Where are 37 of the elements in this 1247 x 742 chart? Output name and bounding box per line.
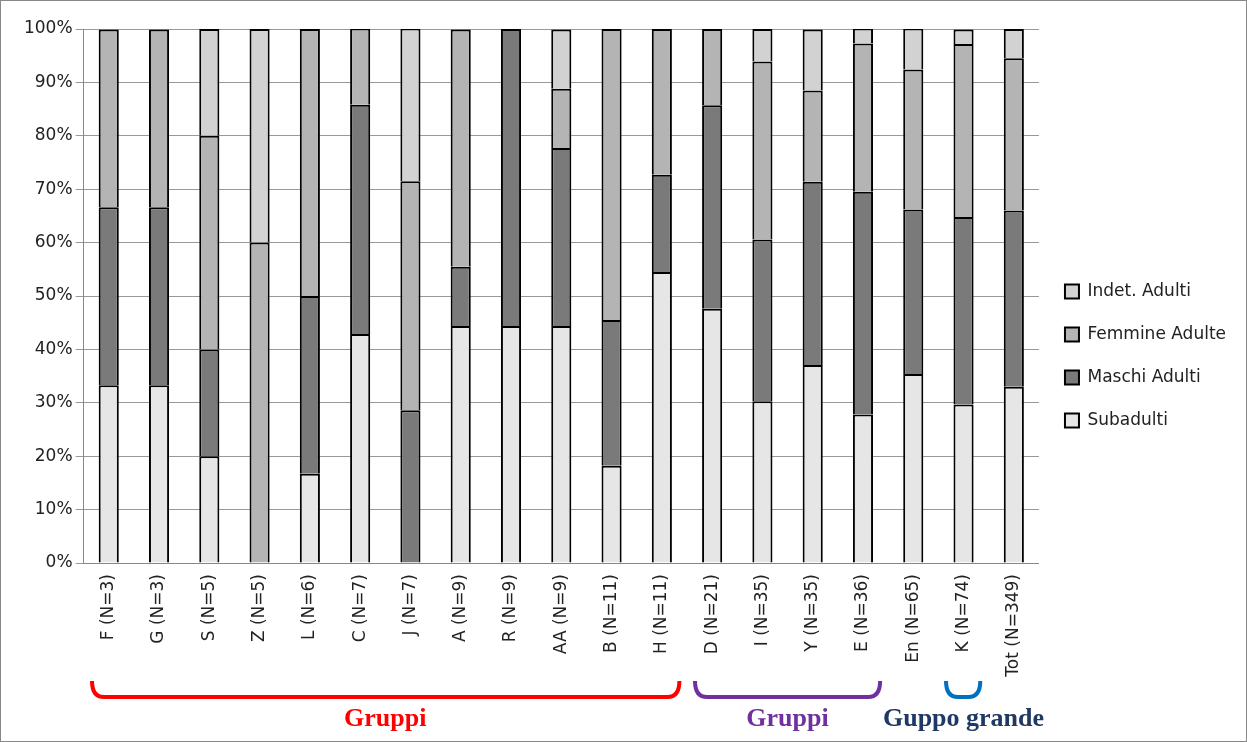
x-tick-label: Y (N=35): [801, 574, 822, 653]
x-tick-label: G (N=3): [147, 574, 168, 644]
x-tick-label: S (N=5): [197, 574, 218, 642]
legend-label: Subadulti: [1087, 408, 1168, 429]
x-tick-label: C (N=7): [348, 574, 369, 643]
x-tick-label: Tot (N=349): [1002, 574, 1023, 678]
y-tick-label: 20%: [34, 444, 73, 465]
x-tick-label: L (N=6): [298, 574, 319, 640]
x-tick-label: H (N=11): [650, 574, 671, 655]
x-tick-label: B (N=11): [599, 574, 620, 653]
x-tick-label: En (N=65): [901, 574, 922, 663]
y-tick-label: 30%: [34, 391, 73, 412]
y-tick-label: 10%: [34, 498, 73, 519]
x-tick-label: E (N=36): [851, 574, 872, 653]
y-tick-label: 60%: [34, 231, 73, 252]
x-tick-label: Z (N=5): [248, 574, 269, 643]
x-tick-label: A (N=9): [449, 574, 470, 643]
x-tick-label: I (N=35): [750, 574, 771, 647]
x-tick-label: R (N=9): [499, 574, 520, 643]
x-tick-label: F (N=3): [97, 574, 118, 641]
text: Gruppi: [746, 703, 829, 733]
x-tick-label: AA (N=9): [549, 574, 570, 655]
y-tick-label: 80%: [34, 124, 73, 145]
y-tick-label: 70%: [34, 177, 73, 198]
x-tick-label: D (N=21): [700, 574, 721, 655]
y-tick-label: 40%: [34, 337, 73, 358]
y-tick-label: 50%: [34, 284, 73, 305]
x-tick-label: J (N=7): [398, 574, 419, 637]
y-tick-label: 90%: [34, 70, 73, 91]
legend-label: Indet. Adulti: [1087, 279, 1191, 300]
legend-label: Maschi Adulti: [1087, 365, 1201, 386]
x-tick-label: K (N=74): [951, 574, 972, 653]
text: Guppo grande: [882, 703, 1045, 733]
legend-label: Femmine Adulte: [1087, 322, 1227, 343]
y-tick-label: 100%: [23, 17, 73, 38]
text: Gruppi: [344, 703, 427, 733]
y-tick-label: 0%: [45, 551, 73, 572]
